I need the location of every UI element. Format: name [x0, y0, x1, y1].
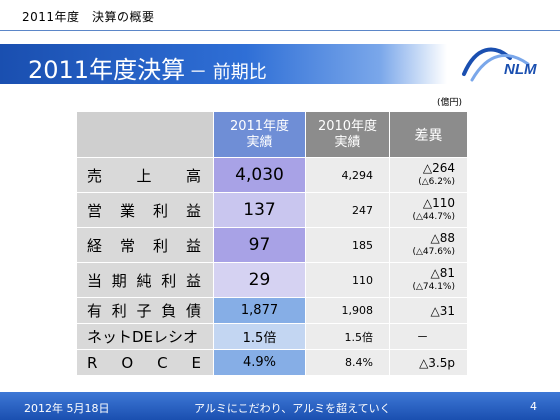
slide-title-sub: － 前期比 [189, 62, 267, 83]
value-diff: △88 (△47.6%) [389, 227, 468, 263]
value-2010: 185 [305, 227, 390, 263]
footer-slogan: アルミにこだわり、アルミを超えていく [194, 402, 391, 415]
top-divider [0, 30, 560, 31]
logo-text: NLM [504, 61, 537, 78]
row-label-ordinary-profit: 経常利益 [76, 227, 214, 263]
value-diff: △264 (△6.2%) [389, 157, 468, 193]
table-row: 営業利益 137 247 △110 (△44.7%) [76, 192, 468, 228]
value-2010: 1,908 [305, 297, 390, 324]
table-row: 経常利益 97 185 △88 (△47.6%) [76, 227, 468, 263]
footer-date: 2012年 5月18日 [24, 402, 110, 415]
header-empty-cell [76, 111, 214, 158]
value-diff: △31 [389, 297, 468, 324]
table-row: ネットDEレシオ 1.5倍 1.5倍 － [76, 323, 468, 350]
row-label-operating-profit: 営業利益 [76, 192, 214, 228]
table-row: 売上高 4,030 4,294 △264 (△6.2%) [76, 157, 468, 193]
row-label-interest-bearing-debt: 有利子負債 [76, 297, 214, 324]
value-2011: 29 [213, 262, 306, 298]
section-title: 2011年度 決算の概要 [22, 10, 155, 24]
header-2010: 2010年度 実績 [305, 111, 390, 158]
results-table: 2011年度 実績 2010年度 実績 差異 売上高 4,030 4,294 △… [76, 111, 468, 376]
value-diff: － [389, 323, 468, 350]
value-diff: △110 (△44.7%) [389, 192, 468, 228]
value-2010: 110 [305, 262, 390, 298]
table-row: 当期純利益 29 110 △81 (△74.1%) [76, 262, 468, 298]
value-2011: 97 [213, 227, 306, 263]
slide-title-main: 2011年度決算 [28, 56, 186, 84]
value-diff: △81 (△74.1%) [389, 262, 468, 298]
footer-bar [0, 392, 560, 420]
company-logo: NLM [462, 47, 537, 82]
row-label-net-profit: 当期純利益 [76, 262, 214, 298]
header-2011: 2011年度 実績 [213, 111, 306, 158]
value-2011: 137 [213, 192, 306, 228]
table-header-row: 2011年度 実績 2010年度 実績 差異 [76, 111, 468, 158]
title-bar [0, 44, 447, 84]
unit-label: (億円) [437, 98, 463, 108]
row-label-net-de-ratio: ネットDEレシオ [76, 323, 214, 350]
value-diff: △3.5p [389, 349, 468, 376]
value-2010: 8.4% [305, 349, 390, 376]
value-2011: 1,877 [213, 297, 306, 324]
table-row: 有利子負債 1,877 1,908 △31 [76, 297, 468, 324]
header-diff: 差異 [389, 111, 468, 158]
value-2011: 4,030 [213, 157, 306, 193]
slide-title: 2011年度決算－ 前期比 [28, 50, 267, 85]
value-2010: 1.5倍 [305, 323, 390, 350]
page-number: 4 [530, 400, 537, 413]
value-2011: 1.5倍 [213, 323, 306, 350]
row-label-sales: 売上高 [76, 157, 214, 193]
value-2010: 4,294 [305, 157, 390, 193]
value-2010: 247 [305, 192, 390, 228]
value-2011: 4.9% [213, 349, 306, 376]
